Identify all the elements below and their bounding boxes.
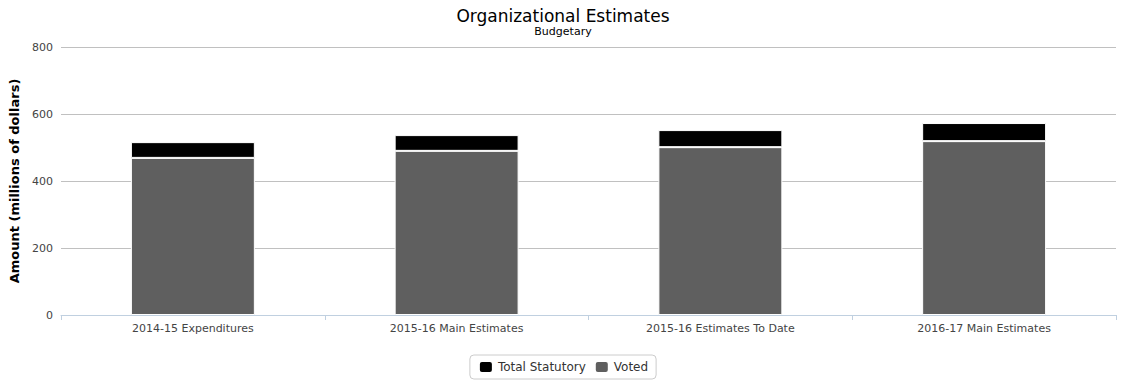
svg-text:400: 400 xyxy=(32,175,53,188)
svg-text:200: 200 xyxy=(32,242,53,255)
svg-text:2015-16 Main Estimates: 2015-16 Main Estimates xyxy=(390,322,524,335)
svg-text:Organizational Estimates: Organizational Estimates xyxy=(456,6,669,26)
svg-text:600: 600 xyxy=(32,108,53,121)
svg-text:Total Statutory: Total Statutory xyxy=(497,360,586,374)
svg-text:2015-16 Estimates To Date: 2015-16 Estimates To Date xyxy=(646,322,795,335)
svg-text:2014-15 Expenditures: 2014-15 Expenditures xyxy=(132,322,254,335)
svg-text:Voted: Voted xyxy=(614,360,648,374)
svg-text:2016-17 Main Estimates: 2016-17 Main Estimates xyxy=(917,322,1051,335)
svg-text:Budgetary: Budgetary xyxy=(534,25,592,38)
svg-text:0: 0 xyxy=(46,309,53,322)
svg-text:800: 800 xyxy=(32,41,53,54)
svg-text:Amount (millions of dollars): Amount (millions of dollars) xyxy=(7,79,22,284)
